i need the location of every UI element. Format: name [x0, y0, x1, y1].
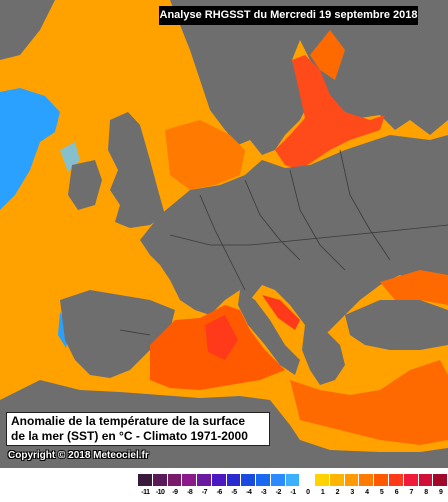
legend-swatch	[241, 474, 257, 486]
color-scale-legend: -11 -10 -9 -8 -7 -6 -5 -4 -3 -2 -1 0 1 2 3 4 5 6 7 8 9	[138, 474, 448, 502]
land-continental-europe	[140, 135, 448, 340]
land-turkey	[345, 300, 448, 350]
legend-swatches	[138, 474, 448, 486]
legend-tick-label: -7	[201, 489, 208, 496]
north-sea-warm	[165, 120, 245, 190]
legend-tick-label: -9	[172, 489, 178, 496]
legend-swatch	[138, 474, 153, 486]
tyrrhenian-hot	[205, 315, 238, 360]
legend-tick-label: 6	[394, 489, 399, 496]
legend-tick-label: 7	[409, 489, 413, 496]
land-iberia	[60, 290, 175, 378]
legend-swatch	[418, 474, 434, 486]
legend-swatch	[433, 474, 448, 486]
legend-tick-label: -3	[260, 489, 267, 496]
legend-tick-label: 8	[424, 489, 428, 496]
sst-anomaly-map	[0, 0, 448, 468]
legend-tick-label: -11	[141, 489, 150, 496]
legend-swatch	[211, 474, 227, 486]
legend-tick-label: -10	[155, 489, 165, 496]
land-greece	[302, 325, 345, 385]
legend-tick-label: -8	[187, 489, 193, 496]
legend-tick-label: -5	[231, 489, 237, 496]
legend-tick-label: 2	[335, 489, 340, 496]
legend-swatch	[256, 474, 271, 486]
legend-swatch	[344, 474, 360, 486]
analysis-title: Analyse RHGSST du Mercredi 19 septembre …	[159, 6, 418, 25]
legend-swatch	[315, 474, 330, 486]
legend-tick-label: 4	[365, 489, 369, 496]
land-ireland	[68, 160, 102, 210]
caption-line-2: de la mer (SST) en °C - Climato 1971-200…	[11, 429, 248, 443]
legend-tick-label: 9	[438, 489, 443, 496]
legend-swatch	[270, 474, 286, 486]
legend-swatch	[197, 474, 212, 486]
land-scandinavia	[170, 0, 448, 155]
country-borders	[119, 149, 448, 336]
bothnia-warm	[310, 30, 345, 80]
legend-tick-label: 5	[379, 489, 384, 496]
atlantic-cold-anomaly	[0, 88, 60, 210]
legend-swatch	[226, 474, 242, 486]
land-great-britain	[108, 112, 165, 228]
legend-swatch	[152, 474, 168, 486]
map-caption: Anomalie de la température de la surface…	[6, 412, 270, 446]
legend-tick-label: -4	[246, 489, 252, 496]
adriatic-hot	[262, 295, 300, 330]
eastern-med-warm	[290, 360, 448, 445]
legend-tick-label: -2	[275, 489, 282, 496]
black-sea-warm	[380, 270, 448, 305]
legend-swatch	[389, 474, 404, 486]
legend-swatch	[403, 474, 419, 486]
legend-tick-label: -1	[290, 489, 296, 496]
legend-swatch	[374, 474, 390, 486]
legend-swatch	[167, 474, 183, 486]
legend-tick-label: 1	[320, 489, 325, 496]
legend-swatch	[285, 474, 301, 486]
legend-tick-label: 0	[306, 489, 310, 496]
legend-tick-label: 3	[350, 489, 354, 496]
land-italy	[238, 290, 300, 375]
copyright-notice: Copyright © 2018 Meteociel.fr	[8, 450, 149, 461]
caption-line-1: Anomalie de la température de la surface	[11, 414, 246, 428]
legend-swatch	[182, 474, 198, 486]
baltic-warm-anomaly	[275, 55, 385, 170]
legend-tick-label: -6	[216, 489, 223, 496]
legend-swatch	[329, 474, 345, 486]
legend-ticks: -11 -10 -9 -8 -7 -6 -5 -4 -3 -2 -1 0 1 2 3 4 5 6 7 8 9	[138, 489, 448, 496]
legend-swatch	[359, 474, 375, 486]
land-top-left	[0, 0, 55, 60]
legend-swatch	[300, 474, 316, 486]
